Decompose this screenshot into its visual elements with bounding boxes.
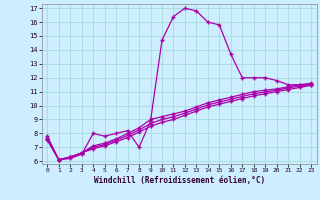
X-axis label: Windchill (Refroidissement éolien,°C): Windchill (Refroidissement éolien,°C) — [94, 176, 265, 185]
